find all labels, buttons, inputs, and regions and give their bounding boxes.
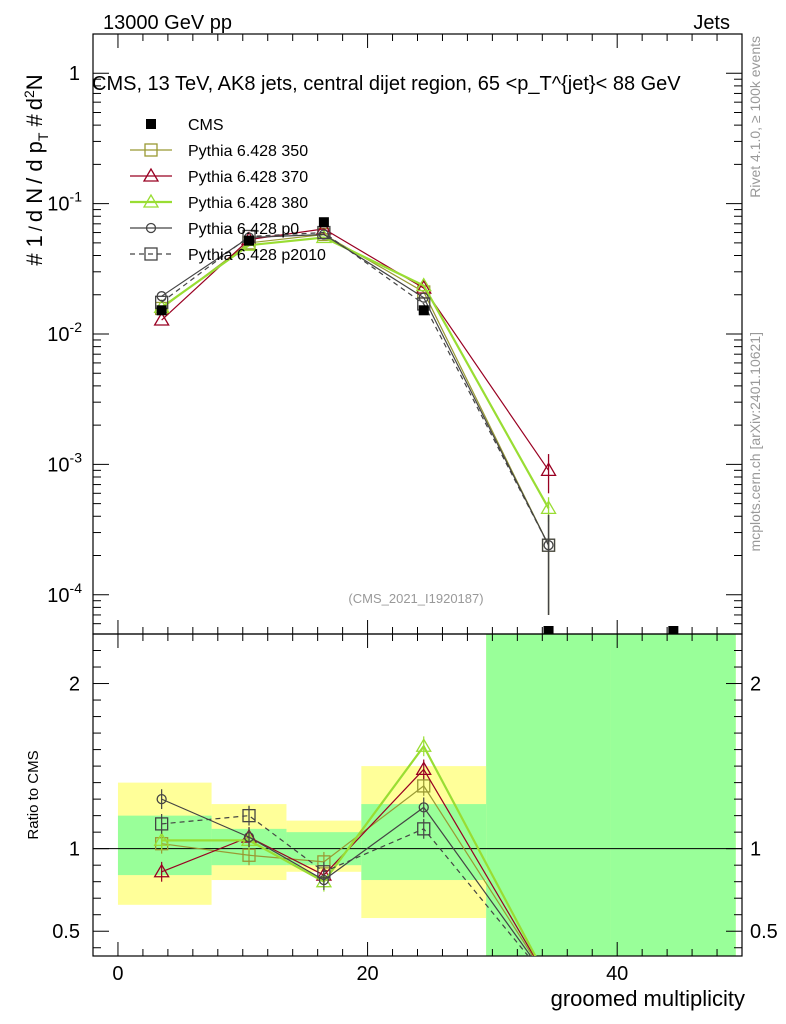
- y-axis-label-main-text: #1/d N/ d pT#d2N: [21, 74, 51, 265]
- y-tick-label-ratio-right: 2: [750, 674, 761, 696]
- legend-marker-p370: [142, 167, 160, 182]
- series-line-p350: [161, 233, 550, 546]
- y-tick-label-main: 10-4: [47, 580, 82, 607]
- legend-marker-p2010: [144, 247, 158, 261]
- series-point-p380: [540, 500, 557, 514]
- y-tick-label-ratio: 0.5: [52, 921, 80, 943]
- x-tick-label: 0: [112, 963, 123, 985]
- legend-label-p350: Pythia 6.428 350: [188, 143, 308, 160]
- y-tick-label-ratio-right: 1: [750, 839, 761, 861]
- ratio-point-ppd: [243, 831, 255, 843]
- y-tick-label-ratio: 1: [69, 839, 80, 861]
- series-point-p370: [153, 311, 170, 326]
- cms-point: [668, 626, 679, 634]
- chart-title-text: CMS, 13 TeV, AK8 jets, central dijet reg…: [92, 73, 681, 95]
- cms-point: [244, 235, 255, 246]
- ratio-band-inner: [610, 634, 736, 956]
- y-axis-label-main: #1/d N/ d pT#d2N: [21, 74, 51, 265]
- series-point-p380: [415, 277, 432, 292]
- legend: CMS Pythia 6.428 350 Pythia 6.428 370 Pythi…: [130, 117, 326, 264]
- legend-label-p2010: Pythia 6.428 p2010: [188, 247, 326, 264]
- axis-ticks: 0 20 40 1 10-1 10-2 10-3 10-4 0.5 0.5 1 1 2 2: [47, 33, 778, 985]
- series-point-p2010: [541, 538, 556, 552]
- cms-point: [156, 305, 167, 316]
- series-point-p370: [540, 462, 557, 476]
- ratio-point-p2010: [154, 817, 169, 831]
- rivet-label: Rivet 4.1.0, ≥ 100k events: [747, 36, 763, 198]
- ratio-point-p370: [153, 863, 170, 878]
- ratio-bands: [93, 634, 742, 956]
- legend-marker-ppd: [145, 222, 157, 234]
- legend-marker-p380: [142, 193, 160, 208]
- analysis-watermark: (CMS_2021_I1920187): [348, 591, 483, 606]
- y-tick-label-ratio: 2: [69, 674, 80, 696]
- header-left: 13000 GeV pp: [103, 12, 232, 34]
- x-axis-label: groomed multiplicity: [551, 986, 745, 1011]
- header-right: Jets: [693, 12, 730, 34]
- ratio-point-p2010: [242, 808, 256, 823]
- cms-point: [543, 626, 554, 634]
- legend-label-p370: Pythia 6.428 370: [188, 169, 308, 186]
- cms-point: [318, 217, 329, 228]
- y-tick-label-ratio-right: 0.5: [750, 921, 778, 943]
- ratio-point-p370: [415, 761, 432, 776]
- x-tick-label: 20: [356, 963, 378, 985]
- y-tick-label-main: 10-2: [47, 319, 82, 346]
- series-line-ppd: [161, 233, 550, 546]
- mcplots-label: mcplots.cern.ch [arXiv:2401.10621]: [747, 332, 763, 551]
- x-tick-label: 40: [606, 963, 628, 985]
- y-axis-label-ratio: Ratio to CMS: [25, 750, 42, 839]
- legend-label-ppd: Pythia 6.428 p0: [188, 221, 299, 238]
- ratio-point-p380: [153, 832, 170, 847]
- ratio-point-p2010: [417, 822, 431, 836]
- cms-point: [418, 305, 429, 316]
- ratio-plot: [153, 736, 537, 956]
- y-tick-label-main: 10-3: [47, 449, 82, 476]
- legend-label-cms: CMS: [188, 117, 224, 134]
- legend-marker-cms: [146, 119, 156, 129]
- legend-marker-p350: [144, 143, 158, 157]
- ratio-point-p2010: [317, 865, 331, 879]
- y-tick-label-main: 1: [69, 63, 80, 85]
- legend-label-p380: Pythia 6.428 380: [188, 195, 308, 212]
- series-line-p380: [161, 236, 550, 509]
- ratio-point-p380: [415, 737, 432, 752]
- ratio-point-ppd: [156, 793, 167, 805]
- chart-title: CMS, 13 TeV, AK8 jets, central dijet reg…: [92, 73, 681, 95]
- y-tick-label-main: 10-1: [47, 189, 82, 216]
- main-plot: [153, 217, 679, 634]
- ratio-point-p350: [417, 779, 431, 793]
- ratio-point-ppd: [418, 802, 429, 813]
- series-line-p2010: [161, 231, 550, 546]
